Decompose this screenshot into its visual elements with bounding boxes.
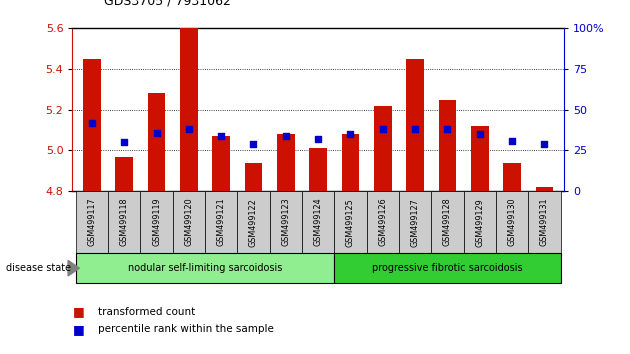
Bar: [76, 191, 108, 253]
Point: [87, 120, 97, 126]
Bar: [432, 191, 464, 253]
Text: disease state: disease state: [6, 263, 71, 273]
Bar: [212, 136, 230, 191]
Point: [539, 141, 549, 147]
Bar: [374, 105, 392, 191]
Point: [442, 126, 452, 132]
Bar: [536, 187, 553, 191]
Point: [475, 131, 485, 137]
Polygon shape: [68, 261, 79, 276]
Bar: [302, 191, 335, 253]
Bar: [140, 191, 173, 253]
Point: [248, 141, 258, 147]
Bar: [147, 93, 166, 191]
Bar: [76, 253, 335, 283]
Bar: [277, 134, 295, 191]
Point: [345, 131, 355, 137]
Text: GSM499121: GSM499121: [217, 198, 226, 246]
Bar: [173, 191, 205, 253]
Bar: [270, 191, 302, 253]
Bar: [309, 148, 327, 191]
Bar: [496, 191, 529, 253]
Text: GDS3705 / 7931062: GDS3705 / 7931062: [104, 0, 231, 7]
Text: progressive fibrotic sarcoidosis: progressive fibrotic sarcoidosis: [372, 263, 523, 273]
Bar: [115, 156, 133, 191]
Text: GSM499131: GSM499131: [540, 198, 549, 246]
Text: GSM499118: GSM499118: [120, 198, 129, 246]
Text: GSM499128: GSM499128: [443, 198, 452, 246]
Text: nodular self-limiting sarcoidosis: nodular self-limiting sarcoidosis: [128, 263, 282, 273]
Text: GSM499122: GSM499122: [249, 198, 258, 246]
Point: [151, 130, 161, 135]
Text: GSM499124: GSM499124: [314, 198, 323, 246]
Text: percentile rank within the sample: percentile rank within the sample: [98, 324, 273, 334]
Point: [281, 133, 291, 139]
Bar: [438, 99, 456, 191]
Text: GSM499127: GSM499127: [411, 198, 420, 246]
Text: GSM499129: GSM499129: [475, 198, 484, 246]
Bar: [503, 162, 521, 191]
Bar: [399, 191, 432, 253]
Bar: [238, 191, 270, 253]
Bar: [205, 191, 238, 253]
Text: GSM499123: GSM499123: [282, 198, 290, 246]
Text: GSM499130: GSM499130: [508, 198, 517, 246]
Text: GSM499120: GSM499120: [185, 198, 193, 246]
Bar: [341, 134, 359, 191]
Bar: [244, 162, 262, 191]
Bar: [335, 253, 561, 283]
Text: transformed count: transformed count: [98, 307, 195, 316]
Bar: [464, 191, 496, 253]
Text: ■: ■: [72, 305, 84, 318]
Bar: [529, 191, 561, 253]
Text: GSM499117: GSM499117: [88, 198, 96, 246]
Point: [184, 126, 194, 132]
Bar: [83, 59, 101, 191]
Point: [507, 138, 517, 143]
Point: [378, 126, 388, 132]
Point: [410, 126, 420, 132]
Text: GSM499125: GSM499125: [346, 198, 355, 246]
Bar: [180, 28, 198, 191]
Point: [119, 139, 129, 145]
Bar: [471, 126, 489, 191]
Bar: [367, 191, 399, 253]
Bar: [335, 191, 367, 253]
Point: [216, 133, 226, 139]
Bar: [406, 59, 424, 191]
Point: [313, 136, 323, 142]
Text: GSM499126: GSM499126: [378, 198, 387, 246]
Bar: [108, 191, 140, 253]
Text: ■: ■: [72, 323, 84, 336]
Text: GSM499119: GSM499119: [152, 198, 161, 246]
